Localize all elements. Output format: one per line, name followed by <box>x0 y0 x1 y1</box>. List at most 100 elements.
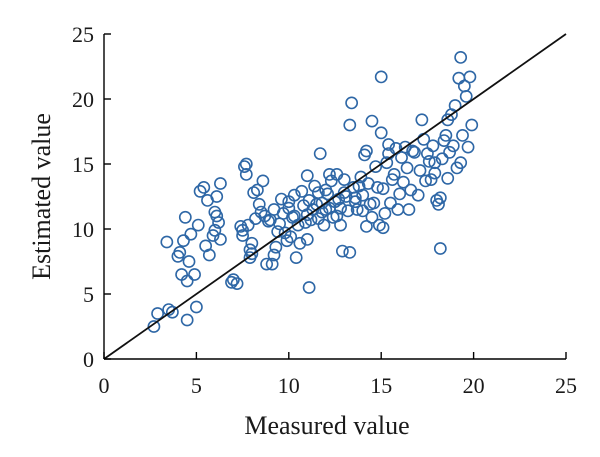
data-point <box>369 160 383 173</box>
data-point <box>214 232 227 246</box>
data-point <box>191 218 205 232</box>
data-point <box>424 173 438 186</box>
data-point <box>212 216 225 229</box>
data-point <box>439 128 453 142</box>
data-point <box>180 313 194 327</box>
data-point <box>291 218 305 232</box>
data-point <box>441 171 455 185</box>
data-point <box>387 167 401 181</box>
y-axis-ticks: 0 5 10 15 20 25 <box>72 22 111 372</box>
data-point <box>454 51 468 64</box>
x-tick-label: 15 <box>370 373 392 398</box>
data-point <box>230 277 244 290</box>
data-point <box>337 173 351 186</box>
data-point <box>406 144 420 158</box>
y-tick-label: 5 <box>83 282 94 307</box>
y-tick-label: 0 <box>83 347 94 372</box>
data-point <box>374 126 388 140</box>
data-point <box>365 210 379 224</box>
data-point <box>400 161 414 175</box>
data-point <box>376 182 390 196</box>
data-point <box>426 139 440 153</box>
data-point <box>356 188 370 202</box>
data-point <box>245 236 259 250</box>
data-point <box>348 195 362 209</box>
data-point <box>428 156 442 170</box>
data-point <box>160 235 174 249</box>
data-point <box>432 197 445 211</box>
data-point <box>206 229 220 242</box>
data-point <box>238 160 251 173</box>
data-point <box>250 183 264 197</box>
data-point <box>151 307 164 320</box>
data-point <box>178 210 192 224</box>
data-point <box>252 197 266 211</box>
y-tick-label: 15 <box>72 152 94 177</box>
data-point <box>408 145 421 159</box>
data-point <box>396 175 410 189</box>
data-point <box>435 152 449 166</box>
data-point <box>247 186 261 199</box>
data-point <box>461 140 475 154</box>
data-point <box>459 90 473 103</box>
data-point <box>411 188 425 202</box>
data-point <box>415 113 429 127</box>
data-point <box>269 240 283 254</box>
data-point <box>197 180 211 194</box>
data-point <box>236 229 249 242</box>
data-point <box>177 234 190 248</box>
data-point <box>465 118 479 132</box>
data-point <box>334 218 347 232</box>
data-point <box>452 71 466 85</box>
y-tick-label: 10 <box>72 217 94 242</box>
data-point <box>384 196 397 210</box>
data-point <box>214 177 227 190</box>
data-point <box>441 113 455 127</box>
data-point <box>308 179 322 193</box>
data-point <box>335 244 349 258</box>
data-point <box>433 191 447 205</box>
data-point <box>365 114 379 128</box>
data-point <box>341 204 355 218</box>
data-point <box>380 156 394 170</box>
data-point <box>254 205 268 219</box>
data-point <box>189 300 203 314</box>
data-point <box>236 223 249 237</box>
data-point <box>413 164 427 177</box>
data-point <box>188 268 201 281</box>
y-tick-label: 20 <box>72 87 94 112</box>
data-point <box>210 209 224 223</box>
data-point <box>225 275 238 289</box>
data-point <box>300 169 314 183</box>
data-point <box>289 251 303 264</box>
data-point <box>372 218 386 232</box>
data-point <box>422 154 436 168</box>
data-point <box>147 320 161 333</box>
data-point <box>371 180 384 194</box>
data-point <box>419 174 432 188</box>
data-point <box>323 167 336 181</box>
data-point <box>345 96 359 110</box>
data-point <box>456 128 469 142</box>
data-point <box>265 257 279 271</box>
data-point <box>173 245 187 259</box>
x-axis-title: Measured value <box>244 411 409 440</box>
data-point <box>395 151 408 164</box>
data-point <box>260 257 274 271</box>
data-point <box>402 203 416 216</box>
data-point <box>311 212 325 225</box>
data-point <box>295 184 309 198</box>
data-point <box>446 139 460 153</box>
data-point <box>199 239 213 253</box>
x-tick-label: 25 <box>555 373 577 398</box>
data-point <box>343 245 357 259</box>
data-point <box>382 138 395 151</box>
data-point <box>374 70 388 84</box>
data-point <box>267 248 281 262</box>
data-point <box>287 188 301 202</box>
data-point <box>275 192 288 206</box>
data-point <box>293 236 307 250</box>
data-point <box>391 203 405 216</box>
x-tick-label: 10 <box>278 373 300 398</box>
data-point <box>433 242 447 255</box>
